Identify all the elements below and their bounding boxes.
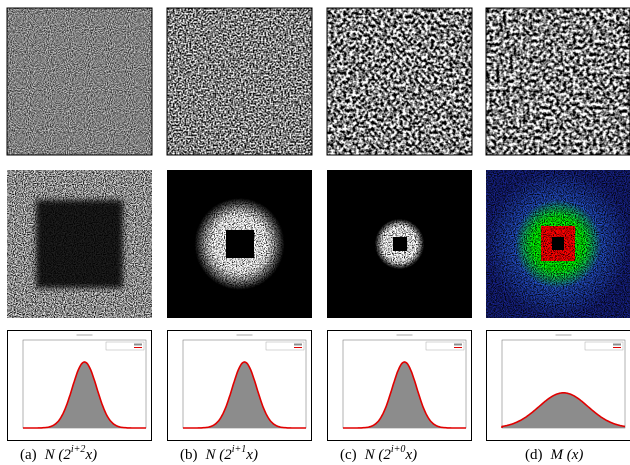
- caption-label: (a): [20, 447, 37, 463]
- caption-expr: x): [404, 447, 417, 463]
- caption: (d) M (x): [525, 447, 583, 463]
- noise-texture: [167, 8, 312, 155]
- caption-expr: N (2: [364, 447, 392, 463]
- caption-label: (b): [180, 447, 198, 463]
- caption-expr: x): [84, 447, 97, 463]
- caption-label: (d): [525, 447, 543, 463]
- legend-box: [426, 342, 464, 350]
- spectrum-row: [7, 170, 630, 318]
- caption-expr: x): [245, 447, 258, 463]
- spectrum: [7, 170, 152, 318]
- caption-exponent: i+2: [71, 444, 86, 455]
- caption: (a) N (2i+2x): [20, 444, 97, 463]
- noise-texture: [7, 8, 152, 155]
- caption-expr: N (2: [205, 447, 233, 463]
- legend-box: [585, 342, 623, 350]
- caption-expr: N (2: [44, 447, 72, 463]
- caption-exponent: i+1: [232, 444, 247, 455]
- spectrum: [167, 170, 312, 318]
- caption-label: (c): [340, 447, 357, 463]
- legend-box: [266, 342, 304, 350]
- noise-texture: [327, 8, 472, 155]
- caption-expr: M (x): [550, 447, 584, 463]
- caption-exponent: i+0: [391, 444, 406, 455]
- noise-texture: [486, 8, 630, 155]
- legend-box: [106, 342, 144, 350]
- spectrum: [486, 170, 630, 318]
- caption: (c) N (2i+0x): [340, 444, 417, 463]
- figure: (a)N (2i+2x) (b)N (2i+1x) (c)N (2i+0x) (…: [0, 0, 630, 465]
- spectrum: [327, 170, 472, 318]
- caption: (b) N (2i+1x): [180, 444, 258, 463]
- texture-row: [7, 8, 630, 155]
- histogram-row: [8, 331, 630, 441]
